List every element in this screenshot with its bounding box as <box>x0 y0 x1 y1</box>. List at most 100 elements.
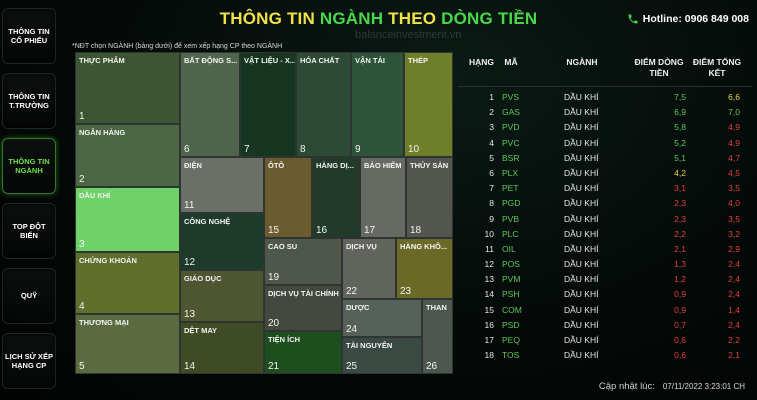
treemap-cell[interactable]: THỰC PHẨM 1 <box>75 52 180 124</box>
header-rank[interactable]: HẠNG <box>468 57 494 67</box>
cell-label: DỊCH VỤ <box>346 242 377 251</box>
treemap-cell[interactable]: HÓA CHẤT 8 <box>296 52 351 157</box>
table-row[interactable]: 17 PEQ DẦU KHÍ 0,6 2,2 <box>458 333 752 348</box>
code-cell: TOS <box>502 350 520 361</box>
header-total-score[interactable]: ĐIỂM TỔNG KẾT <box>692 57 742 79</box>
treemap-cell[interactable]: DƯỢC 24 <box>342 299 422 337</box>
sector-cell: DẦU KHÍ <box>564 167 599 178</box>
code-cell: POS <box>502 259 520 270</box>
table-row[interactable]: 10 PLC DẦU KHÍ 2,2 3,2 <box>458 227 752 242</box>
total-score-cell: 3,5 <box>728 213 740 224</box>
table-row[interactable]: 5 BSR DẦU KHÍ 5,1 4,7 <box>458 151 752 166</box>
total-score-cell: 4,9 <box>728 137 740 148</box>
treemap-cell[interactable]: DỊCH VỤ TÀI CHÍNH 20 <box>264 285 342 331</box>
table-row[interactable]: 6 PLX DẦU KHÍ 4,2 4,5 <box>458 166 752 181</box>
table-row[interactable]: 13 PVM DẦU KHÍ 1,2 2,4 <box>458 272 752 287</box>
treemap-cell[interactable]: VẬT LIỆU - X... 7 <box>240 52 296 157</box>
treemap-cell[interactable]: TIỆN ÍCH 21 <box>264 331 342 374</box>
flow-score-cell: 3,1 <box>674 183 686 194</box>
sidebar-item-funds[interactable]: QUỸ <box>2 268 56 324</box>
cell-label: THỦY SẢN <box>410 161 449 170</box>
sector-cell: DẦU KHÍ <box>564 213 599 224</box>
cell-number: 7 <box>244 144 250 155</box>
table-row[interactable]: 9 PVB DẦU KHÍ 2,3 3,5 <box>458 212 752 227</box>
sidebar-item-top-breakout[interactable]: TOP ĐỘT BIẾN <box>2 203 56 259</box>
table-body: 1 PVS DẦU KHÍ 7,5 6,6 2 GAS DẦU KHÍ 6,9 7,0 3 PVD DẦ… <box>458 87 752 363</box>
flow-score-cell: 5,1 <box>674 152 686 163</box>
sidebar-item-ranking-history[interactable]: LỊCH SỬ XẾP HẠNG CP <box>2 333 56 389</box>
cell-label: DƯỢC <box>346 303 370 312</box>
code-cell: PEQ <box>502 335 520 345</box>
cell-number: 10 <box>408 144 420 155</box>
cell-number: 15 <box>268 225 280 236</box>
treemap-cell[interactable]: THÉP 10 <box>404 52 453 157</box>
table-row[interactable]: 12 POS DẦU KHÍ 1,3 2,4 <box>458 257 752 272</box>
total-score-cell: 2,9 <box>728 243 740 254</box>
table-row[interactable]: 11 OIL DẦU KHÍ 2,1 2,9 <box>458 242 752 257</box>
treemap-cell[interactable]: BẤT ĐỘNG S... 6 <box>180 52 240 157</box>
treemap-cell[interactable]: DỆT MAY 14 <box>180 322 264 374</box>
treemap-cell[interactable]: THAN 26 <box>422 299 453 374</box>
treemap-cell[interactable]: ÔTÔ 15 <box>264 157 312 238</box>
treemap-cell[interactable]: TÀI NGUYÊN 25 <box>342 337 422 374</box>
treemap-cell[interactable]: ĐIỆN 11 <box>180 157 264 213</box>
rank-cell: 10 <box>484 228 494 239</box>
code-cell: PVB <box>502 213 520 224</box>
sector-cell: DẦU KHÍ <box>564 122 599 133</box>
total-score-cell: 2,4 <box>728 289 740 300</box>
sector-treemap: THỰC PHẨM 1 NGÂN HÀNG 2 DẦU KHÍ 3 CHỨNG KHO… <box>75 52 453 374</box>
sidebar-item-sector-info[interactable]: THÔNG TIN NGÀNH <box>2 138 56 194</box>
table-row[interactable]: 2 GAS DẦU KHÍ 6,9 7,0 <box>458 105 752 120</box>
rank-cell: 8 <box>489 198 494 209</box>
treemap-cell[interactable]: DỊCH VỤ 22 <box>342 238 396 299</box>
treemap-cell[interactable]: CÔNG NGHỆ 12 <box>180 213 264 270</box>
header-code[interactable]: MÃ <box>504 57 518 67</box>
treemap-cell[interactable]: HÀNG KHÔ... 23 <box>396 238 453 299</box>
flow-score-cell: 5,8 <box>674 122 686 133</box>
cell-label: TÀI NGUYÊN <box>346 341 393 350</box>
sidebar-item-stock-info[interactable]: THÔNG TIN CỔ PHIẾU <box>2 8 56 64</box>
title-part: NGÀNH <box>319 9 384 28</box>
treemap-cell[interactable]: HÀNG DỊ... 16 <box>312 157 360 238</box>
total-score-cell: 7,0 <box>728 107 740 118</box>
table-row[interactable]: 18 TOS DẦU KHÍ 0,6 2,1 <box>458 348 752 363</box>
treemap-cell[interactable]: THỦY SẢN 18 <box>406 157 453 238</box>
table-row[interactable]: 8 PGD DẦU KHÍ 2,3 4,0 <box>458 196 752 211</box>
treemap-cell[interactable]: NGÂN HÀNG 2 <box>75 124 180 187</box>
cell-label: GIÁO DỤC <box>184 274 222 283</box>
table-row[interactable]: 1 PVS DẦU KHÍ 7,5 6,6 <box>458 90 752 105</box>
code-cell: PVD <box>502 122 520 133</box>
code-cell: PSD <box>502 319 520 330</box>
treemap-cell[interactable]: BẢO HIỂM 17 <box>360 157 406 238</box>
sidebar-item-market-info[interactable]: THÔNG TIN T.TRƯỜNG <box>2 73 56 129</box>
table-row[interactable]: 4 PVC DẦU KHÍ 5,2 4,9 <box>458 136 752 151</box>
table-row[interactable]: 15 COM DẦU KHÍ 0,9 1,4 <box>458 303 752 318</box>
code-cell: PGD <box>502 198 521 209</box>
table-row[interactable]: 7 PET DẦU KHÍ 3,1 3,5 <box>458 181 752 196</box>
treemap-cell[interactable]: DẦU KHÍ 3 <box>75 187 180 252</box>
treemap-cell[interactable]: VẬN TẢI 9 <box>351 52 404 157</box>
treemap-cell[interactable]: GIÁO DỤC 13 <box>180 270 264 322</box>
code-cell: COM <box>502 304 522 315</box>
table-row[interactable]: 14 PSH DẦU KHÍ 0,9 2,4 <box>458 287 752 302</box>
table-row[interactable]: 3 PVD DẦU KHÍ 5,8 4,9 <box>458 120 752 135</box>
code-cell: BSR <box>502 152 520 163</box>
treemap-cell[interactable]: CHỨNG KHOÁN 4 <box>75 252 180 314</box>
cell-number: 4 <box>79 301 85 312</box>
header-sector[interactable]: NGÀNH <box>566 57 598 67</box>
cell-number: 3 <box>79 239 85 250</box>
treemap-cell[interactable]: THƯƠNG MẠI 5 <box>75 314 180 374</box>
cell-number: 8 <box>300 144 306 155</box>
table-row[interactable]: 16 PSD DẦU KHÍ 0,7 2,4 <box>458 318 752 333</box>
sector-cell: DẦU KHÍ <box>564 107 599 118</box>
cell-number: 14 <box>184 361 196 372</box>
rank-cell: 5 <box>489 152 494 163</box>
hotline-text: Hotline: 0906 849 008 <box>642 13 749 25</box>
cell-number: 25 <box>346 361 358 372</box>
cell-label: TIỆN ÍCH <box>268 335 301 344</box>
title-part: DÒNG TIỀN <box>441 9 538 28</box>
treemap-cell[interactable]: CAO SU 19 <box>264 238 342 285</box>
cell-number: 26 <box>426 361 438 372</box>
code-cell: OIL <box>502 243 516 254</box>
header-flow-score[interactable]: ĐIỂM DÒNG TIỀN <box>634 57 684 79</box>
